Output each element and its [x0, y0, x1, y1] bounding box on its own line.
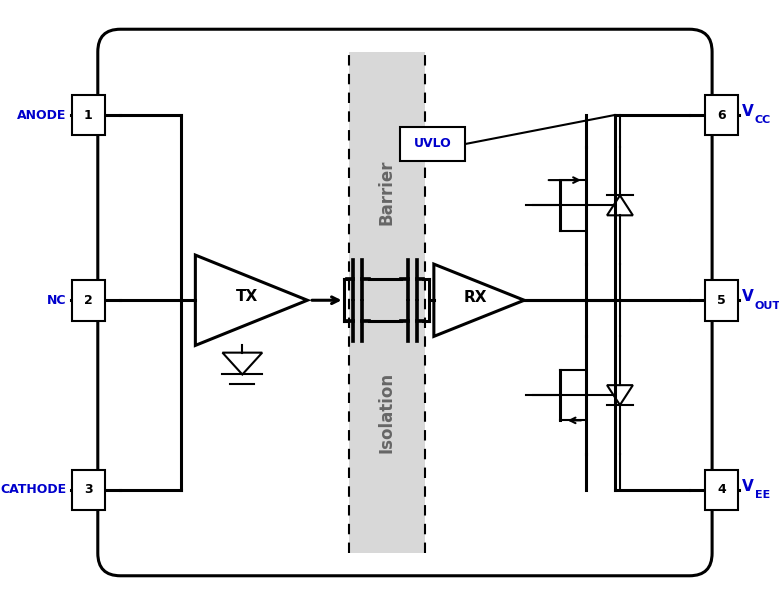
Text: NC: NC — [47, 294, 66, 307]
Text: UVLO: UVLO — [414, 137, 452, 151]
Text: V: V — [742, 479, 753, 494]
Text: TX: TX — [236, 289, 258, 304]
Text: CATHODE: CATHODE — [0, 483, 66, 497]
Text: Barrier: Barrier — [378, 160, 396, 225]
Text: V: V — [742, 289, 753, 304]
Text: EE: EE — [755, 491, 770, 500]
Bar — [705, 280, 738, 321]
FancyBboxPatch shape — [98, 29, 712, 576]
Bar — [400, 127, 466, 161]
Text: OUT: OUT — [755, 301, 779, 310]
Text: 2: 2 — [84, 294, 93, 307]
Text: ANODE: ANODE — [17, 108, 66, 122]
Bar — [705, 469, 738, 510]
Bar — [72, 280, 105, 321]
Text: Isolation: Isolation — [378, 372, 396, 453]
Text: 1: 1 — [84, 108, 93, 122]
Text: 6: 6 — [717, 108, 726, 122]
Text: CC: CC — [755, 116, 770, 125]
Text: 3: 3 — [84, 483, 93, 497]
Bar — [705, 95, 738, 136]
Bar — [72, 469, 105, 510]
Text: 4: 4 — [717, 483, 726, 497]
Bar — [72, 95, 105, 136]
Bar — [349, 52, 425, 553]
Text: 5: 5 — [717, 294, 726, 307]
Text: RX: RX — [464, 290, 487, 305]
Text: V: V — [742, 104, 753, 119]
